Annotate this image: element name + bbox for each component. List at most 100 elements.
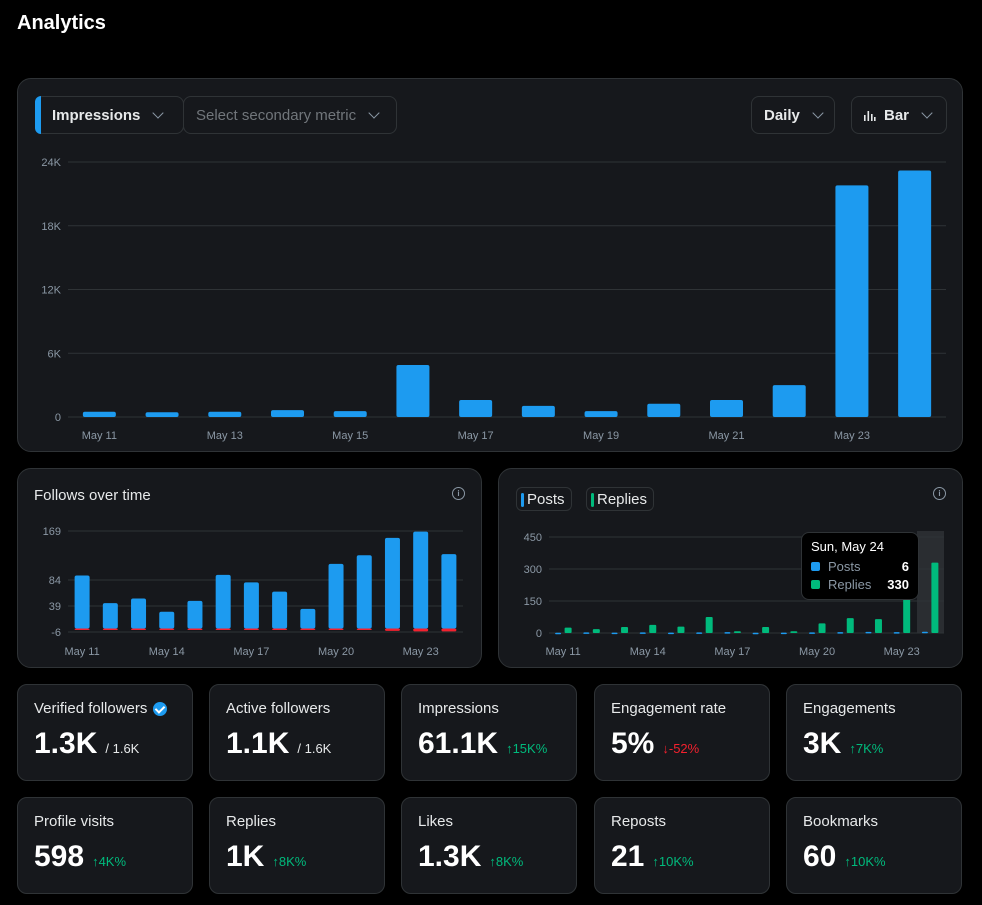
bar-replies-may-20[interactable] <box>818 623 826 633</box>
bar-impressions-may-12[interactable] <box>145 412 179 417</box>
bar-replies-may-17[interactable] <box>733 631 741 633</box>
bar-posts-may-15[interactable] <box>667 632 674 635</box>
bar-posts-may-20[interactable] <box>809 632 816 634</box>
stat-card-impressions[interactable]: Impressions 61.1K ↑15K% <box>401 684 577 781</box>
bar-posts-may-22[interactable] <box>865 631 872 634</box>
stat-label-text: Active followers <box>226 700 331 717</box>
x-tick-label: May 11 <box>82 430 117 442</box>
bar-impressions-may-14[interactable] <box>271 410 304 417</box>
stat-label-text: Replies <box>226 813 277 830</box>
bar-unfollows-may-12[interactable] <box>102 628 118 631</box>
bar-follows-may-21[interactable] <box>356 555 372 629</box>
bar-follows-may-16[interactable] <box>215 574 231 629</box>
bar-replies-may-19[interactable] <box>790 631 798 633</box>
stat-card-bookmarks[interactable]: Bookmarks 60 ↑10K% <box>786 797 962 894</box>
bar-unfollows-may-17[interactable] <box>243 628 259 631</box>
bar-follows-may-18[interactable] <box>272 591 288 629</box>
bar-impressions-may-23[interactable] <box>835 185 869 417</box>
bar-follows-may-17[interactable] <box>243 582 259 629</box>
bar-unfollows-may-24[interactable] <box>441 628 457 632</box>
x-tick-label: May 23 <box>884 646 920 658</box>
bar-unfollows-may-15[interactable] <box>187 628 203 631</box>
bar-replies-may-24[interactable] <box>931 562 939 633</box>
bar-impressions-may-16[interactable] <box>396 364 430 417</box>
bar-follows-may-23[interactable] <box>413 531 429 629</box>
stat-card-replies[interactable]: Replies 1K ↑8K% <box>209 797 385 894</box>
bar-replies-may-11[interactable] <box>564 627 572 633</box>
bar-replies-may-12[interactable] <box>592 629 600 633</box>
bar-impressions-may-19[interactable] <box>584 411 618 417</box>
bar-posts-may-11[interactable] <box>555 632 562 635</box>
bar-posts-may-24[interactable] <box>921 631 928 634</box>
y-tick-label: 18K <box>41 221 61 233</box>
bar-impressions-may-18[interactable] <box>521 405 555 417</box>
bar-posts-may-13[interactable] <box>611 632 618 635</box>
stat-card-likes[interactable]: Likes 1.3K ↑8K% <box>401 797 577 894</box>
x-tick-label: May 14 <box>630 646 666 658</box>
bar-follows-may-13[interactable] <box>131 598 147 629</box>
tooltip-date: Sun, May 24 <box>811 539 884 554</box>
stat-label: Active followers <box>226 700 368 717</box>
bar-impressions-may-21[interactable] <box>710 400 743 417</box>
legend-posts[interactable]: Posts <box>516 487 572 511</box>
bar-replies-may-21[interactable] <box>846 618 854 633</box>
bar-posts-may-19[interactable] <box>780 632 787 635</box>
tooltip-replies-value: 330 <box>887 577 909 592</box>
bar-unfollows-may-16[interactable] <box>215 628 231 631</box>
bar-impressions-may-24[interactable] <box>898 170 932 418</box>
x-tick-label: May 15 <box>332 430 368 442</box>
legend-replies[interactable]: Replies <box>586 487 655 511</box>
bar-unfollows-may-22[interactable] <box>384 628 400 631</box>
bar-impressions-may-11[interactable] <box>82 411 116 417</box>
chart-type-dropdown[interactable]: Bar <box>851 96 947 134</box>
bar-impressions-may-20[interactable] <box>647 403 681 417</box>
bar-posts-may-16[interactable] <box>696 632 703 634</box>
bar-replies-may-15[interactable] <box>677 626 685 633</box>
info-icon[interactable]: i <box>452 487 465 500</box>
bar-unfollows-may-21[interactable] <box>356 628 372 631</box>
stat-card-engagements[interactable]: Engagements 3K ↑7K% <box>786 684 962 781</box>
change-up-indicator: ↑8K% <box>272 854 307 869</box>
bar-posts-may-12[interactable] <box>583 632 590 634</box>
bar-posts-may-14[interactable] <box>639 632 646 634</box>
bar-follows-may-11[interactable] <box>74 575 90 629</box>
primary-metric-dropdown[interactable]: Impressions <box>35 96 184 134</box>
bar-unfollows-may-23[interactable] <box>413 628 429 632</box>
stat-card-engagement-rate[interactable]: Engagement rate 5% ↓-52% <box>594 684 770 781</box>
bar-replies-may-22[interactable] <box>874 619 882 633</box>
y-tick-label: 6K <box>48 348 62 360</box>
bar-posts-may-21[interactable] <box>837 632 844 634</box>
bar-replies-may-16[interactable] <box>705 617 713 633</box>
bar-follows-may-22[interactable] <box>384 537 400 629</box>
bar-posts-may-17[interactable] <box>724 632 731 634</box>
bar-unfollows-may-11[interactable] <box>74 628 90 631</box>
stat-card-reposts[interactable]: Reposts 21 ↑10K% <box>594 797 770 894</box>
bar-unfollows-may-18[interactable] <box>272 628 288 631</box>
bar-replies-may-13[interactable] <box>621 627 629 633</box>
info-icon[interactable]: i <box>933 487 946 500</box>
bar-replies-may-14[interactable] <box>649 624 657 633</box>
bar-unfollows-may-13[interactable] <box>131 628 147 631</box>
bar-follows-may-12[interactable] <box>102 603 118 629</box>
stat-card-profile-visits[interactable]: Profile visits 598 ↑4K% <box>17 797 193 894</box>
bar-impressions-may-17[interactable] <box>459 400 493 417</box>
stat-card-verified-followers[interactable]: Verified followers 1.3K / 1.6K <box>17 684 193 781</box>
bar-unfollows-may-14[interactable] <box>159 628 175 631</box>
bar-impressions-may-13[interactable] <box>208 411 242 417</box>
bar-follows-may-20[interactable] <box>328 563 344 629</box>
bar-impressions-may-15[interactable] <box>333 411 367 417</box>
bar-unfollows-may-20[interactable] <box>328 628 344 631</box>
interval-dropdown[interactable]: Daily <box>751 96 835 134</box>
bar-posts-may-18[interactable] <box>752 632 759 635</box>
bar-follows-may-14[interactable] <box>159 611 175 629</box>
secondary-metric-dropdown[interactable]: Select secondary metric <box>183 96 397 134</box>
stat-card-active-followers[interactable]: Active followers 1.1K / 1.6K <box>209 684 385 781</box>
bar-follows-may-19[interactable] <box>300 608 316 629</box>
bar-unfollows-may-19[interactable] <box>300 628 316 631</box>
bar-impressions-may-22[interactable] <box>772 385 806 417</box>
stat-label: Reposts <box>611 813 753 830</box>
bar-follows-may-24[interactable] <box>441 554 457 629</box>
bar-posts-may-23[interactable] <box>893 632 900 634</box>
bar-replies-may-18[interactable] <box>762 627 770 633</box>
bar-follows-may-15[interactable] <box>187 600 203 629</box>
